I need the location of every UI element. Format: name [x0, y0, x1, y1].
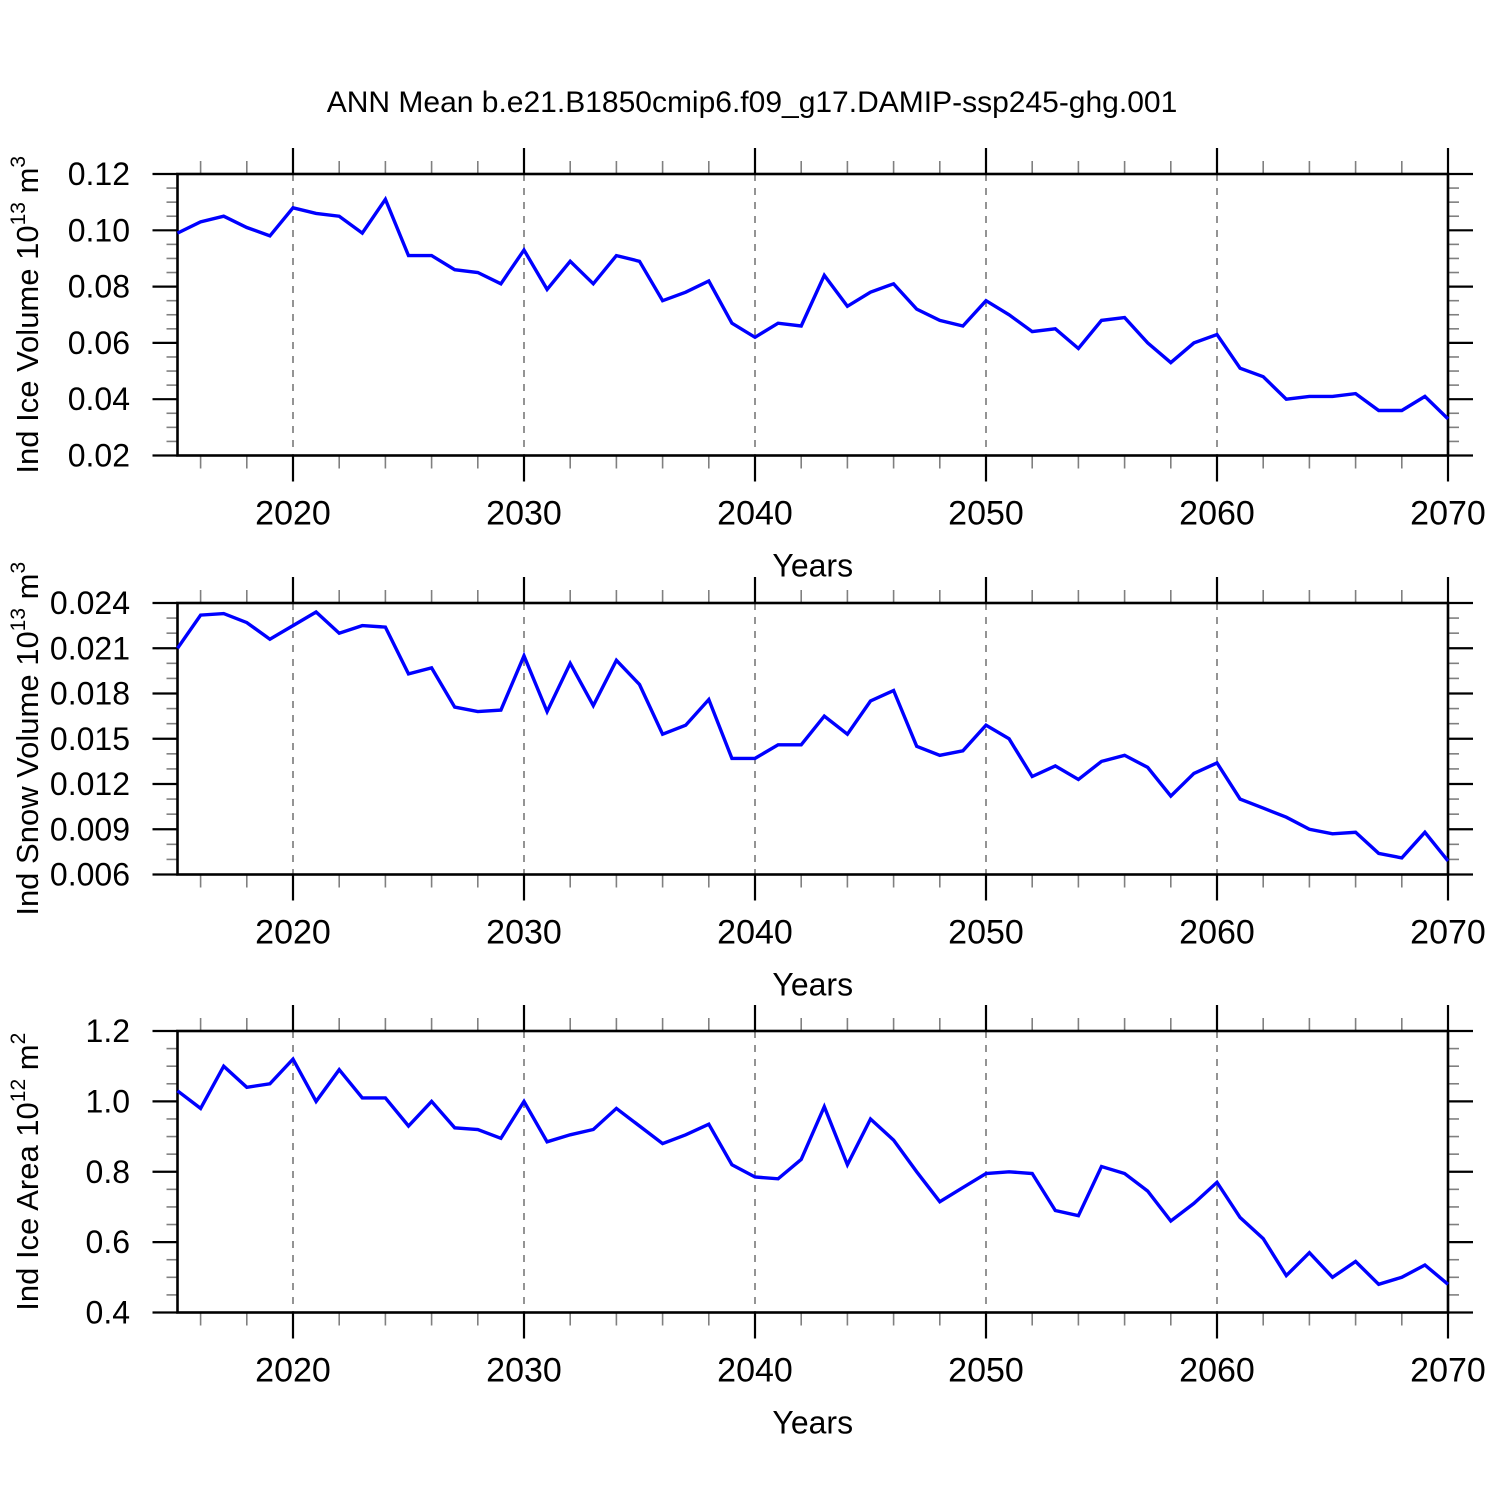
major-ticks [152, 577, 1473, 901]
y-tick-label: 0.6 [86, 1224, 130, 1260]
y-tick-label: 0.08 [68, 269, 130, 305]
gridlines [292, 603, 1218, 875]
x-tick-label: 2070 [1410, 914, 1486, 952]
chart-title: ANN Mean b.e21.B1850cmip6.f09_g17.DAMIP-… [327, 86, 1178, 119]
y-tick-label: 0.024 [50, 585, 130, 621]
x-tick-label: 2040 [717, 914, 793, 952]
y-tick-label: 0.006 [50, 857, 130, 893]
major-ticks [152, 1005, 1473, 1339]
x-tick-label: 2070 [1410, 495, 1486, 533]
x-tick-labels: 2020 2030 2040 2050 2060 2070 [255, 914, 1486, 952]
panel-ice-volume: 0.02 0.04 0.06 0.08 0.10 0.12 2020 2030 2040 2050… [7, 148, 1486, 584]
y-tick-label: 0.02 [68, 438, 130, 474]
gridlines [292, 174, 1218, 456]
y-tick-label: 0.8 [86, 1154, 130, 1190]
x-axis-title: Years [772, 967, 853, 1003]
minor-ticks [166, 590, 1459, 888]
gridlines [292, 1031, 1218, 1313]
y-tick-label: 0.12 [68, 156, 130, 192]
y-tick-label: 0.018 [50, 676, 130, 712]
y-tick-label: 0.015 [50, 721, 130, 757]
x-tick-label: 2050 [948, 495, 1024, 533]
data-line-ice-volume [176, 195, 1450, 421]
panel-ice-area: 0.4 0.6 0.8 1.0 1.2 2020 2030 2040 2050 2060 2070 Y… [7, 1005, 1486, 1441]
y-tick-label: 0.4 [86, 1295, 130, 1331]
x-tick-labels: 2020 2030 2040 2050 2060 2070 [255, 495, 1486, 533]
y-tick-label: 0.009 [50, 811, 130, 847]
y-axis-title: Ind Ice Area 1012 m2 [7, 1033, 45, 1311]
x-axis-title: Years [772, 1405, 853, 1441]
plot-frame [176, 601, 1450, 876]
y-tick-label: 0.021 [50, 630, 130, 666]
x-tick-label: 2040 [717, 1352, 793, 1390]
y-tick-labels: 0.006 0.009 0.012 0.015 0.018 0.021 0.024 [50, 585, 130, 893]
x-tick-label: 2030 [486, 495, 562, 533]
x-tick-label: 2020 [255, 914, 331, 952]
x-tick-label: 2060 [1179, 1352, 1255, 1390]
x-tick-label: 2060 [1179, 495, 1255, 533]
data-line-snow-volume [176, 609, 1450, 862]
chart-panels: 0.02 0.04 0.06 0.08 0.10 0.12 2020 2030 2040 2050… [7, 148, 1486, 1441]
y-tick-label: 1.2 [86, 1013, 130, 1049]
x-tick-label: 2020 [255, 495, 331, 533]
y-axis-title: Ind Snow Volume 1013 m3 [7, 562, 45, 916]
x-tick-label: 2060 [1179, 914, 1255, 952]
major-ticks [152, 148, 1473, 482]
data-line-ice-area [176, 1056, 1450, 1287]
y-tick-label: 1.0 [86, 1083, 130, 1119]
y-tick-labels: 0.4 0.6 0.8 1.0 1.2 [86, 1013, 130, 1331]
y-tick-label: 0.04 [68, 381, 130, 417]
y-tick-label: 0.012 [50, 766, 130, 802]
minor-ticks [166, 161, 1459, 469]
y-tick-label: 0.06 [68, 325, 130, 361]
x-tick-label: 2070 [1410, 1352, 1486, 1390]
plot-frame [176, 1029, 1450, 1314]
x-tick-label: 2050 [948, 1352, 1024, 1390]
y-tick-label: 0.10 [68, 212, 130, 248]
minor-ticks [166, 1018, 1459, 1326]
x-tick-labels: 2020 2030 2040 2050 2060 2070 [255, 1352, 1486, 1390]
x-tick-label: 2030 [486, 1352, 562, 1390]
y-axis-title: Ind Ice Volume 1013 m3 [7, 156, 45, 474]
x-tick-label: 2050 [948, 914, 1024, 952]
x-tick-label: 2040 [717, 495, 793, 533]
x-tick-label: 2030 [486, 914, 562, 952]
plot-frame [176, 172, 1450, 457]
x-tick-label: 2020 [255, 1352, 331, 1390]
x-axis-title: Years [772, 548, 853, 584]
y-tick-labels: 0.02 0.04 0.06 0.08 0.10 0.12 [68, 156, 130, 474]
